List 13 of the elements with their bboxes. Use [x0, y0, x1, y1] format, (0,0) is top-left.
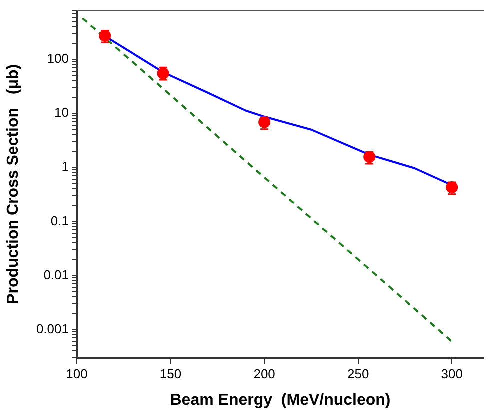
y-axis-title: Production Cross Section (μb) [5, 64, 22, 304]
y-tick-label: 0.1 [50, 213, 69, 228]
y-tick-label: 1 [62, 159, 69, 174]
y-tick-label: 10 [54, 105, 69, 120]
y-tick-label: 0.01 [44, 267, 69, 282]
x-tick-label: 200 [254, 366, 276, 382]
y-tick-label: 0.001 [36, 321, 69, 336]
y-tick-label: 100 [47, 51, 69, 66]
x-tick-label: 150 [160, 366, 182, 382]
x-tick-label: 300 [441, 366, 463, 382]
x-tick-label: 250 [347, 366, 370, 382]
x-tick-label: 100 [66, 366, 88, 382]
x-axis-title: Beam Energy (MeV/nucleon) [170, 392, 391, 409]
